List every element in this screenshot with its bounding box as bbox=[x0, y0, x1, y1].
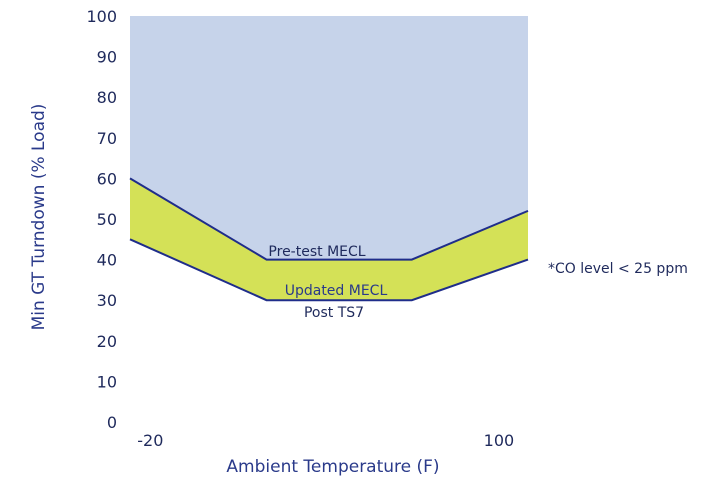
y-tick-label: 90 bbox=[97, 48, 117, 67]
label-updated-mecl: Updated MECL bbox=[285, 283, 388, 299]
y-tick-label: 80 bbox=[97, 88, 117, 107]
y-tick-label: 10 bbox=[97, 372, 117, 391]
y-tick-label: 30 bbox=[97, 291, 117, 310]
x-tick-label: -20 bbox=[137, 431, 163, 450]
chart-lines bbox=[129, 177, 529, 302]
x-axis-title: Ambient Temperature (F) bbox=[226, 457, 439, 477]
y-axis-title: Min GT Turndown (% Load) bbox=[29, 104, 49, 331]
y-tick-labels: 0 10 20 30 40 50 60 70 80 90 100 bbox=[86, 7, 117, 432]
label-post-ts7: Post TS7 bbox=[304, 305, 364, 321]
y-tick-label: 20 bbox=[97, 332, 117, 351]
y-tick-label: 60 bbox=[97, 169, 117, 188]
y-tick-label: 100 bbox=[86, 7, 117, 26]
y-tick-label: 0 bbox=[107, 413, 117, 432]
chart-areas bbox=[130, 16, 528, 301]
band-updated-range bbox=[130, 178, 528, 301]
label-pre-test-mecl: Pre-test MECL bbox=[268, 244, 365, 260]
footnote-co-level: *CO level < 25 ppm bbox=[548, 261, 688, 277]
line-pre-test-mecl bbox=[129, 177, 529, 261]
x-tick-labels: -20 100 bbox=[137, 431, 514, 450]
y-tick-label: 40 bbox=[97, 251, 117, 270]
x-tick-label: 100 bbox=[484, 431, 515, 450]
y-tick-label: 50 bbox=[97, 210, 117, 229]
line-updated-mecl bbox=[129, 238, 529, 302]
region-above-pre-test bbox=[130, 16, 528, 260]
y-tick-label: 70 bbox=[97, 129, 117, 148]
